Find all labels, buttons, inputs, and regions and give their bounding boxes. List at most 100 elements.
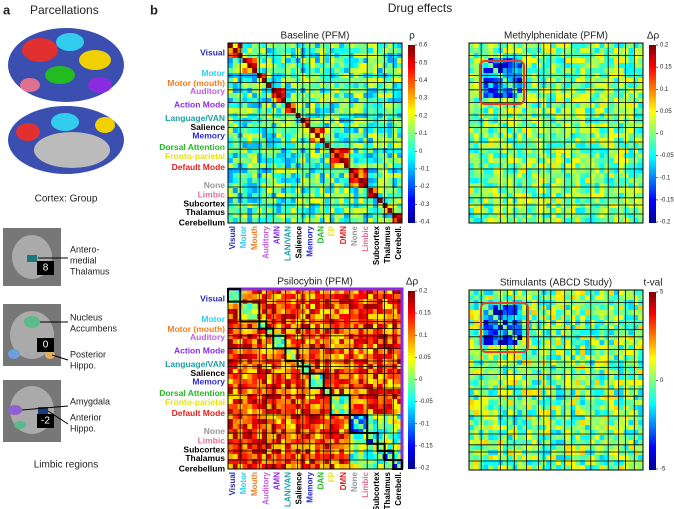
heatmap-cell	[383, 133, 388, 138]
heatmap-cell	[493, 138, 498, 143]
heatmap-cell	[378, 424, 383, 429]
heatmap-cell	[604, 68, 609, 73]
heatmap-cell	[556, 350, 561, 355]
heatmap-cell	[517, 63, 522, 68]
heatmap-cell	[339, 48, 344, 53]
heatmap-cell	[267, 83, 272, 88]
heatmap-cell	[527, 148, 532, 153]
heatmap-cell	[604, 290, 609, 295]
heatmap-cell	[624, 63, 629, 68]
heatmap-cell	[233, 88, 238, 93]
heatmap-cell	[233, 138, 238, 143]
heatmap-cell	[484, 330, 489, 335]
heatmap-cell	[469, 83, 474, 88]
heatmap-cell	[276, 68, 281, 73]
heatmap-cell	[243, 133, 248, 138]
heatmap-cell	[469, 183, 474, 188]
heatmap-cell	[291, 178, 296, 183]
heatmap-cell	[291, 198, 296, 203]
heatmap-cell	[537, 330, 542, 335]
heatmap-cell	[575, 178, 580, 183]
heatmap-cell	[296, 138, 301, 143]
heatmap-cell	[272, 354, 277, 359]
heatmap-cell	[619, 375, 624, 380]
heatmap-cell	[252, 354, 257, 359]
heatmap-cell	[310, 314, 315, 319]
heatmap-cell	[619, 355, 624, 360]
heatmap-cell	[537, 188, 542, 193]
heatmap-cell	[310, 188, 315, 193]
heatmap-cell	[243, 48, 248, 53]
heatmap-cell	[580, 188, 585, 193]
heatmap-cell	[247, 158, 252, 163]
heatmap-cell	[233, 108, 238, 113]
heatmap-cell	[296, 389, 301, 394]
heatmap-cell	[619, 83, 624, 88]
heatmap-cell	[595, 360, 600, 365]
heatmap-cell	[320, 409, 325, 414]
heatmap-cell	[532, 108, 537, 113]
heatmap-cell	[286, 304, 291, 309]
heatmap-cell	[484, 315, 489, 320]
heatmap-cell	[580, 173, 585, 178]
heatmap-cell	[368, 113, 373, 118]
heatmap-cell	[585, 63, 590, 68]
heatmap-cell	[354, 153, 359, 158]
heatmap-cell	[339, 163, 344, 168]
heatmap-cell	[363, 133, 368, 138]
heatmap-cell	[267, 208, 272, 213]
heatmap-cell	[354, 58, 359, 63]
heatmap-cell	[517, 203, 522, 208]
heatmap-cell	[252, 188, 257, 193]
heatmap-cell	[363, 394, 368, 399]
heatmap-cell	[388, 93, 393, 98]
heatmap-cell	[469, 310, 474, 315]
heatmap-cell	[359, 304, 364, 309]
heatmap-cell	[609, 148, 614, 153]
heatmap-cell	[291, 128, 296, 133]
heatmap-cell	[474, 375, 479, 380]
heatmap-cell	[291, 143, 296, 148]
heatmap-cell	[388, 444, 393, 449]
heatmap-cell	[334, 88, 339, 93]
heatmap-cell	[252, 404, 257, 409]
heatmap-cell	[619, 305, 624, 310]
heatmap-cell	[243, 329, 248, 334]
heatmap-cell	[624, 163, 629, 168]
heatmap-cell	[508, 380, 513, 385]
heatmap-cell	[600, 173, 605, 178]
heatmap-cell	[532, 310, 537, 315]
heatmap-cell	[474, 68, 479, 73]
heatmap-cell	[474, 395, 479, 400]
heatmap-cell	[469, 330, 474, 335]
heatmap-cell	[272, 83, 277, 88]
heatmap-cell	[488, 405, 493, 410]
heatmap-cell	[585, 128, 590, 133]
heatmap-cell	[315, 103, 320, 108]
heatmap-cell	[604, 148, 609, 153]
heatmap-cell	[629, 48, 634, 53]
heatmap-cell	[310, 329, 315, 334]
heatmap-cell	[243, 339, 248, 344]
heatmap-cell	[537, 290, 542, 295]
heatmap-cell	[291, 103, 296, 108]
slice-number: -2	[41, 416, 50, 427]
heatmap-cell	[609, 395, 614, 400]
heatmap-cell	[243, 399, 248, 404]
heatmap-cell	[469, 405, 474, 410]
heatmap-cell	[561, 108, 566, 113]
heatmap-cell	[354, 354, 359, 359]
heatmap-cell	[243, 429, 248, 434]
heatmap-cell	[474, 203, 479, 208]
heatmap-cell	[310, 404, 315, 409]
heatmap-cell	[267, 203, 272, 208]
heatmap-cell	[484, 305, 489, 310]
heatmap-cell	[585, 335, 590, 340]
heatmap-cell	[575, 375, 580, 380]
heatmap-cell	[272, 454, 277, 459]
heatmap-cell	[276, 409, 281, 414]
heatmap-cell	[469, 113, 474, 118]
heatmap-cell	[595, 355, 600, 360]
heatmap-cell	[469, 350, 474, 355]
heatmap-cell	[600, 68, 605, 73]
